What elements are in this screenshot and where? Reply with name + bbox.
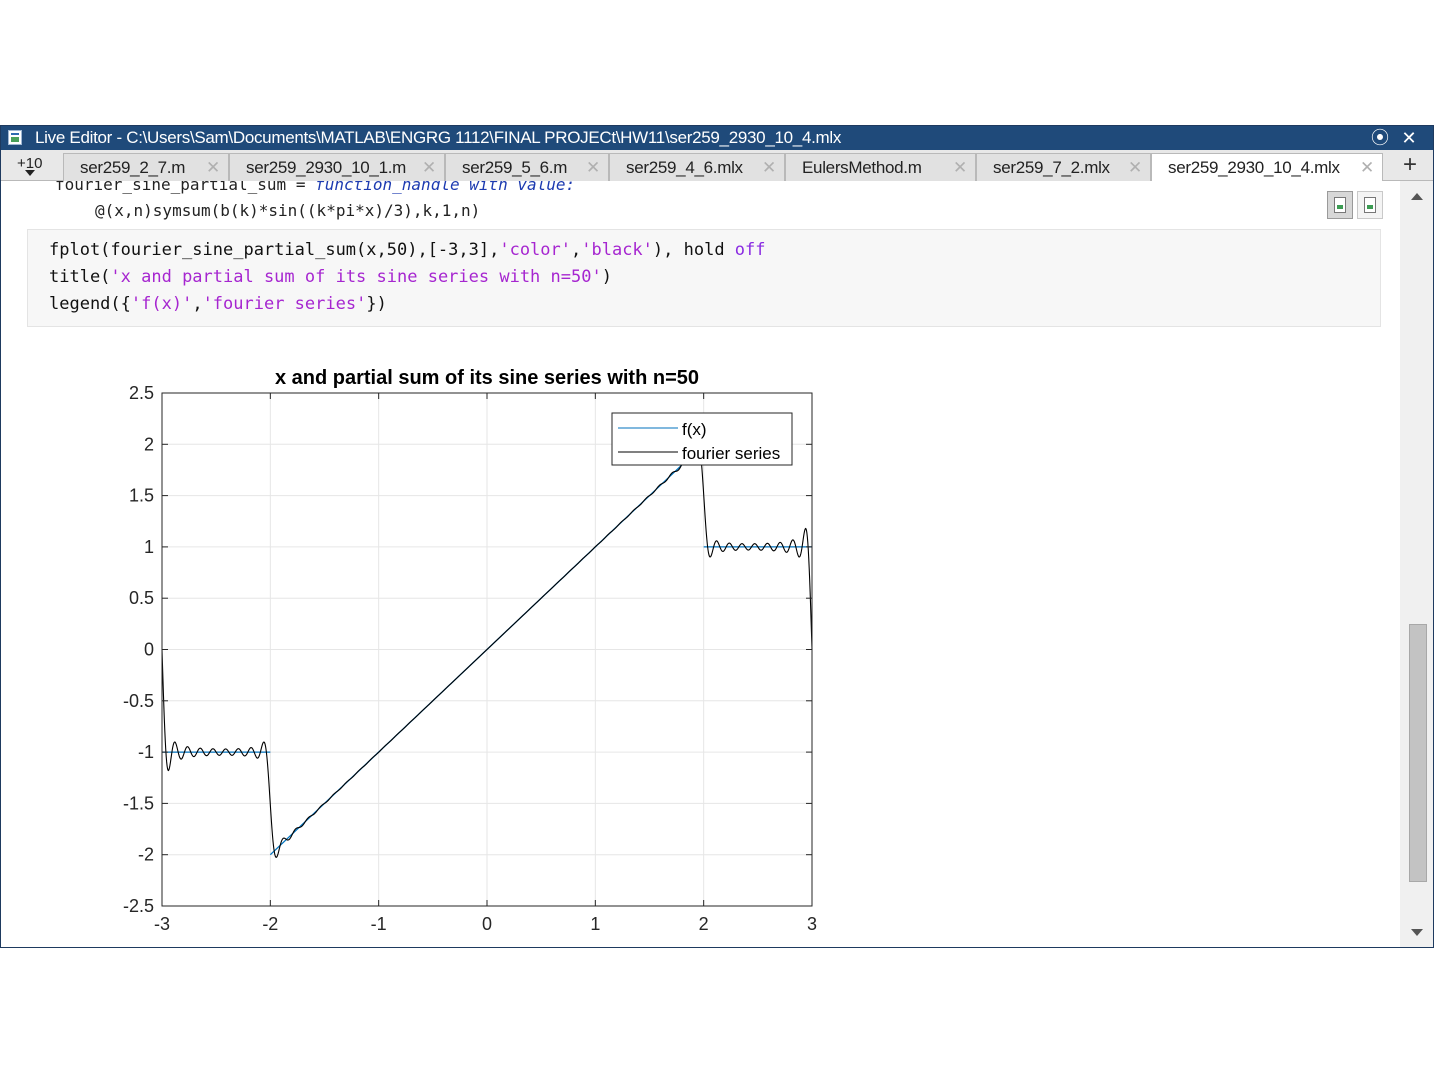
- window-menu-icon[interactable]: ⦿: [1371, 128, 1389, 148]
- tab-ser259-7-2[interactable]: ser259_7_2.mlx ✕: [976, 153, 1151, 181]
- window-title: Live Editor - C:\Users\Sam\Documents\MAT…: [35, 128, 842, 147]
- title-bar: Live Editor - C:\Users\Sam\Documents\MAT…: [1, 126, 1433, 150]
- y-tick-label: 2.5: [129, 383, 154, 403]
- close-window-icon[interactable]: ✕: [1401, 128, 1417, 148]
- chevron-down-icon: [25, 170, 35, 176]
- y-tick-label: 2: [144, 434, 154, 454]
- y-tick-label: 1.5: [129, 486, 154, 506]
- tab-ser259-2-7[interactable]: ser259_2_7.m ✕: [63, 153, 229, 181]
- tab-label: ser259_2930_10_1.m: [246, 158, 407, 177]
- y-tick-label: -2.5: [123, 896, 154, 916]
- code-section[interactable]: fplot(fourier_sine_partial_sum(x,50),[-3…: [27, 229, 1381, 327]
- code-line-legend[interactable]: legend({'f(x)','fourier series'}): [49, 294, 387, 314]
- live-editor-window: Live Editor - C:\Users\Sam\Documents\MAT…: [0, 125, 1434, 948]
- tab-overflow-count: +10: [17, 155, 43, 172]
- tab-ser259-2930-10-4-active[interactable]: ser259_2930_10_4.mlx ✕: [1151, 153, 1383, 182]
- axis-ticks: -3 -2 -1 0 1 2 3 2.5 2 1.5 1 0.5 0 -0.5 -1 -1.5 -2 -2.5: [123, 383, 817, 934]
- chart-title: x and partial sum of its sine series wit…: [275, 367, 699, 389]
- y-tick-label: -2: [138, 845, 154, 865]
- editor-content[interactable]: fourier_sine_partial_sum = function_hand…: [1, 181, 1401, 948]
- output-inline-icon[interactable]: [1327, 191, 1353, 219]
- close-tab-icon[interactable]: ✕: [422, 158, 436, 177]
- output-view-toggle: [1327, 191, 1383, 221]
- legend-label-fx: f(x): [682, 420, 707, 439]
- x-tick-label: -1: [371, 914, 387, 934]
- tab-ser259-4-6[interactable]: ser259_4_6.mlx ✕: [609, 153, 785, 181]
- x-tick-label: -3: [154, 914, 170, 934]
- tab-label: ser259_5_6.m: [462, 158, 568, 177]
- y-tick-label: 0: [144, 640, 154, 660]
- plot-series: [161, 440, 813, 859]
- tab-ser259-2930-10-1[interactable]: ser259_2930_10_1.m ✕: [229, 153, 445, 181]
- y-tick-label: 0.5: [129, 588, 154, 608]
- close-tab-icon[interactable]: ✕: [953, 158, 967, 177]
- output-function-handle: @(x,n)symsum(b(k)*sin((k*pi*x)/3),k,1,n): [95, 201, 481, 220]
- x-tick-label: -2: [262, 914, 278, 934]
- y-tick-label: -0.5: [123, 691, 154, 711]
- scroll-up-icon[interactable]: [1411, 193, 1423, 200]
- x-tick-label: 1: [590, 914, 600, 934]
- close-tab-icon[interactable]: ✕: [762, 158, 776, 177]
- legend-box: [611, 412, 793, 466]
- close-tab-icon[interactable]: ✕: [206, 158, 220, 177]
- series-fourier-line: [161, 440, 813, 859]
- y-tick-label: -1: [138, 742, 154, 762]
- output-right-icon[interactable]: [1357, 191, 1383, 219]
- y-tick-label: 1: [144, 537, 154, 557]
- close-tab-icon[interactable]: ✕: [1360, 158, 1374, 177]
- figure-output[interactable]: -3 -2 -1 0 1 2 3 2.5 2 1.5 1 0.5 0 -0.5 -1 -1.5 -2 -2.5 x…: [1, 181, 861, 948]
- output-variable-line: fourier_sine_partial_sum = function_hand…: [55, 181, 575, 194]
- add-tab-icon[interactable]: +: [1402, 151, 1417, 178]
- tab-overflow-button[interactable]: +10: [5, 153, 57, 179]
- tab-label: EulersMethod.m: [802, 158, 922, 177]
- tab-eulers-method[interactable]: EulersMethod.m ✕: [785, 153, 976, 181]
- vertical-scrollbar[interactable]: [1400, 181, 1433, 947]
- legend-label-fourier: fourier series: [682, 444, 780, 463]
- tab-label: ser259_2930_10_4.mlx: [1168, 158, 1340, 177]
- scrollbar-thumb[interactable]: [1409, 624, 1427, 882]
- code-line-title[interactable]: title('x and partial sum of its sine ser…: [49, 267, 612, 287]
- output-variable-name: fourier_sine_partial_sum =: [55, 181, 316, 194]
- live-editor-icon: [8, 130, 22, 145]
- x-tick-label: 0: [482, 914, 492, 934]
- code-line-fplot[interactable]: fplot(fourier_sine_partial_sum(x,50),[-3…: [49, 240, 766, 260]
- output-variable-type: function_handle with value:: [315, 181, 576, 194]
- close-tab-icon[interactable]: ✕: [586, 158, 600, 177]
- chart-legend[interactable]: f(x) fourier series: [611, 412, 793, 466]
- tab-label: ser259_7_2.mlx: [993, 158, 1110, 177]
- tab-label: ser259_2_7.m: [80, 158, 186, 177]
- tab-ser259-5-6[interactable]: ser259_5_6.m ✕: [445, 153, 609, 181]
- tab-label: ser259_4_6.mlx: [626, 158, 743, 177]
- y-tick-label: -1.5: [123, 793, 154, 813]
- x-tick-label: 2: [699, 914, 709, 934]
- x-tick-label: 3: [807, 914, 817, 934]
- document-tab-bar: +10 ser259_2_7.m ✕ ser259_2930_10_1.m ✕ …: [1, 150, 1433, 182]
- close-tab-icon[interactable]: ✕: [1128, 158, 1142, 177]
- scroll-down-icon[interactable]: [1411, 929, 1423, 936]
